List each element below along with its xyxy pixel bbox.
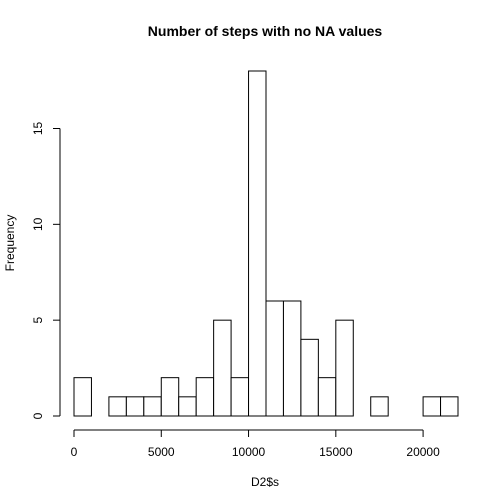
y-tick-label: 15 bbox=[31, 122, 45, 136]
x-axis: 0 5000 10000 15000 20000 bbox=[71, 429, 440, 459]
histogram-bar bbox=[370, 396, 389, 417]
x-axis-label: D2$s bbox=[251, 475, 279, 489]
histogram-bar bbox=[143, 396, 162, 417]
x-tick-label: 15000 bbox=[319, 445, 353, 459]
histogram-bar bbox=[300, 338, 319, 417]
x-tick-label: 20000 bbox=[406, 445, 440, 459]
histogram-bar bbox=[160, 377, 180, 417]
histogram-bar bbox=[265, 300, 284, 417]
histogram-bar bbox=[317, 377, 337, 417]
histogram-bar bbox=[282, 300, 302, 417]
histogram-bar bbox=[422, 396, 442, 417]
histogram-bar bbox=[195, 377, 215, 417]
histogram-bar bbox=[125, 396, 145, 417]
histogram-bar bbox=[248, 70, 267, 417]
y-tick-label: 5 bbox=[31, 317, 45, 324]
x-tick-label: 0 bbox=[71, 445, 78, 459]
y-axis: 0 5 10 15 bbox=[31, 122, 61, 419]
y-axis-label: Frequency bbox=[3, 215, 17, 272]
x-tick-label: 10000 bbox=[232, 445, 266, 459]
histogram-bar bbox=[335, 319, 354, 417]
histogram-bar bbox=[178, 396, 197, 417]
chart-title: Number of steps with no NA values bbox=[148, 23, 383, 39]
y-tick-label: 0 bbox=[31, 412, 45, 419]
histogram-bar bbox=[440, 396, 459, 417]
histogram-bar bbox=[230, 377, 250, 417]
histogram-bar bbox=[108, 396, 127, 417]
bars-group bbox=[73, 70, 459, 417]
histogram-bar bbox=[73, 377, 92, 417]
x-tick-label: 5000 bbox=[148, 445, 175, 459]
y-tick-label: 10 bbox=[31, 217, 45, 231]
histogram-bar bbox=[213, 319, 232, 417]
